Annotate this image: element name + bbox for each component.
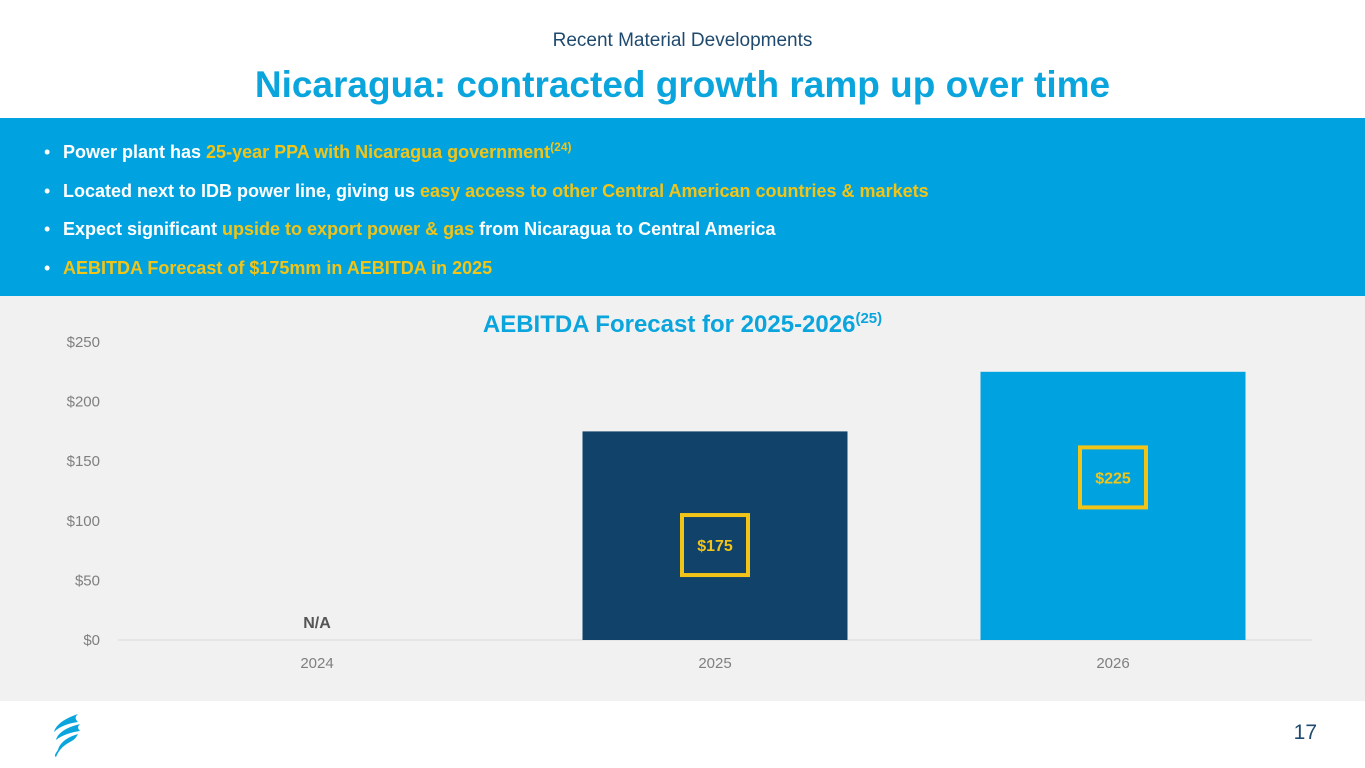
y-tick-label: $250 [67, 334, 100, 351]
bullet-highlight: AEBITDA Forecast of $175mm in AEBITDA in… [63, 257, 493, 278]
flame-logo-icon [54, 714, 80, 757]
x-tick-label: 2026 [1096, 655, 1129, 672]
y-tick-label: $100 [67, 513, 100, 530]
y-tick-label: $0 [83, 632, 100, 649]
x-tick-label: 2025 [698, 655, 731, 672]
data-label: $175 [697, 538, 733, 555]
section-subtitle: Recent Material Developments [552, 30, 813, 51]
x-tick-label: 2024 [300, 655, 333, 672]
bullet-item: • AEBITDA Forecast of $175mm in AEBITDA i… [44, 257, 493, 278]
page-number: 17 [1293, 721, 1317, 744]
data-label: N/A [303, 615, 331, 632]
label-highlight-box [680, 513, 750, 578]
chart-panel: AEBITDA Forecast for 2025-2026(25) $0 $50… [0, 296, 1365, 701]
bullet-highlight: 25-year PPA with Nicaragua government [206, 142, 551, 162]
highlights-band: • Power plant has 25-year PPA with Nicara… [0, 118, 1365, 296]
chart-footnote-ref: (25) [855, 310, 883, 327]
footnote-ref: (24) [550, 140, 572, 154]
y-tick-label: $200 [67, 394, 100, 411]
page-title: Nicaragua: contracted growth ramp up ove… [254, 64, 1111, 105]
chart-title: AEBITDA Forecast for 2025-2026(25) [482, 310, 883, 338]
bullet-item: • Located next to IDB power line, giving … [44, 180, 929, 201]
aebitda-bar-chart: $0 $50 $100 $150 $200 $250 2024 N/A 2025 $175 2026… [67, 334, 1312, 672]
bullet-highlight: upside to export power & gas [222, 219, 475, 239]
y-tick-label: $50 [75, 572, 100, 589]
label-highlight-box [1078, 445, 1148, 510]
bar-2025 [582, 431, 848, 640]
data-label: $225 [1095, 470, 1131, 487]
bullet-highlight: easy access to other Central American co… [420, 180, 929, 201]
y-tick-label: $150 [67, 453, 100, 470]
bullet-list: • Power plant has 25-year PPA with Nicara… [0, 118, 1365, 279]
bullet-item: • Expect significant upside to export pow… [44, 219, 776, 239]
bullet-item: • Power plant has 25-year PPA with Nicara… [44, 140, 572, 162]
